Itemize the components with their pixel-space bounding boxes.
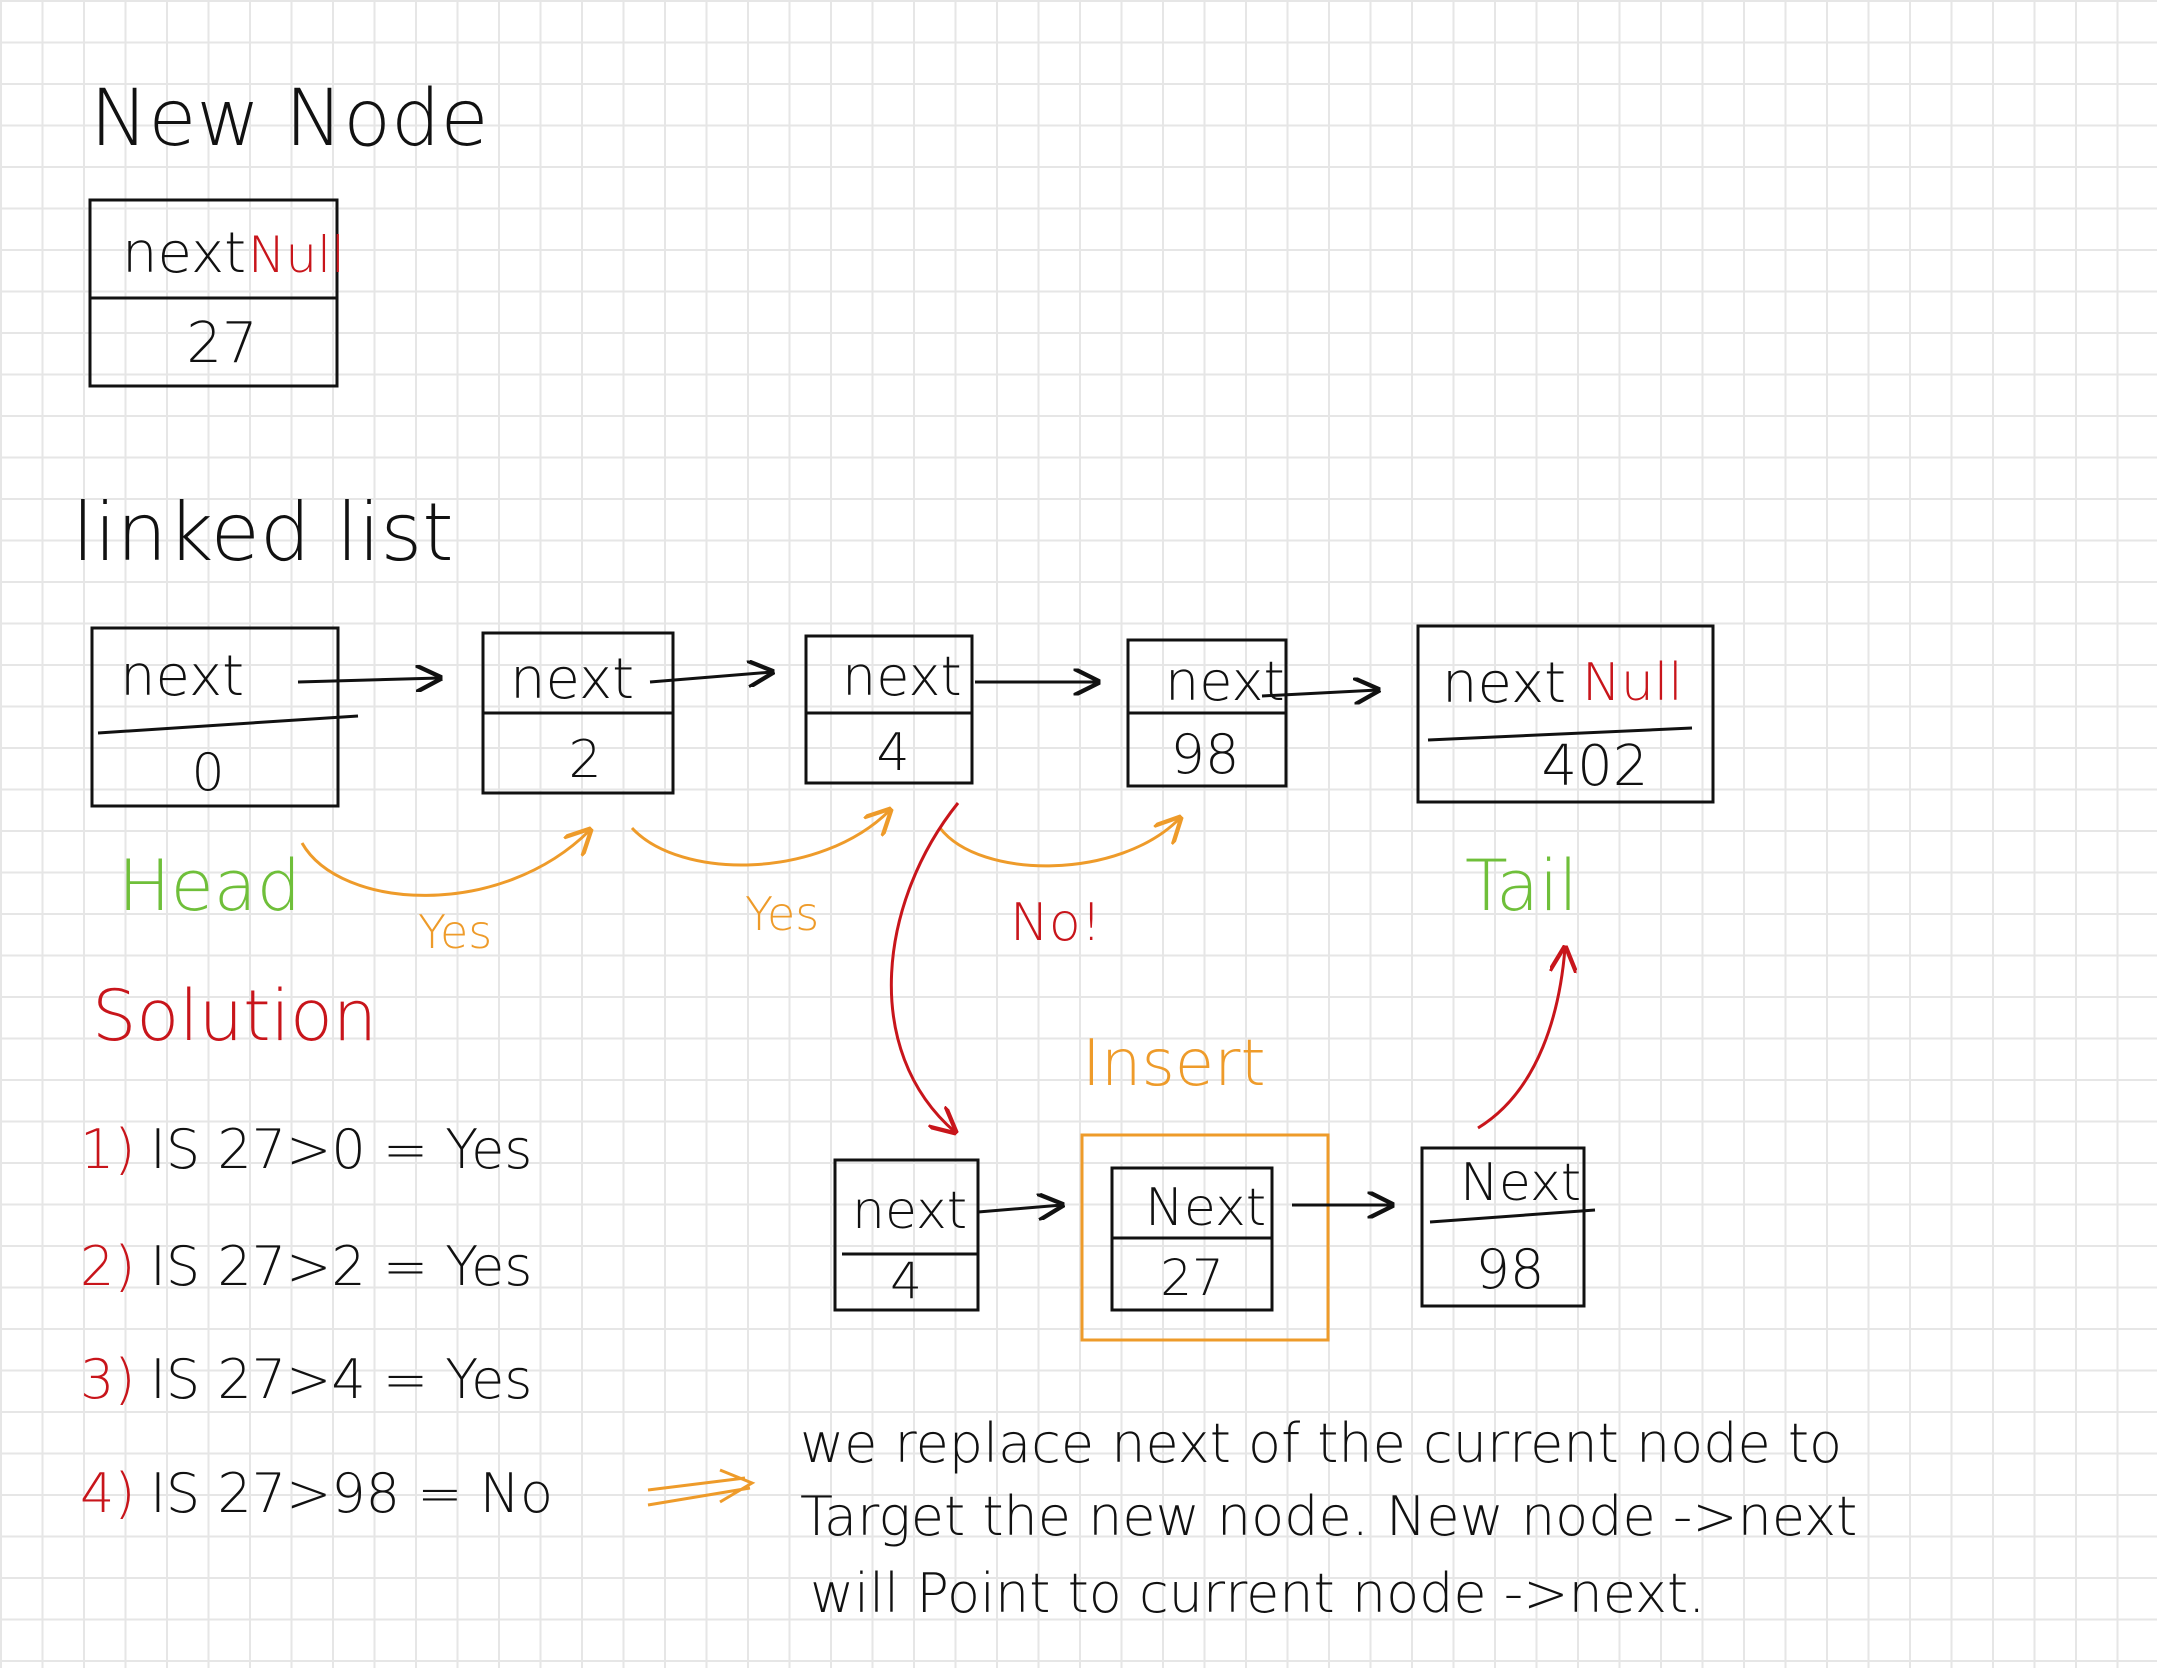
pointer-arrow: [649, 672, 772, 682]
list-node: next 98: [1126, 638, 1288, 788]
list-node-next-null: Null: [1582, 653, 1683, 713]
solution-title: Solution: [92, 975, 377, 1057]
explanation-line: we replace next of the current node to: [800, 1412, 1842, 1475]
step-text: IS 27>4 = Yes: [150, 1348, 532, 1411]
list-node-next-label: next: [120, 644, 244, 709]
list-node-next-label: next: [1165, 650, 1285, 713]
insert-up-arc: [1477, 948, 1565, 1130]
list-node-tail: next Null 402: [1416, 624, 1715, 804]
list-node-next-label: next: [842, 645, 962, 708]
step-number: 4): [80, 1462, 135, 1525]
insert-node-next-label: Next: [1460, 1153, 1581, 1213]
list-node-value: 98: [1171, 723, 1240, 786]
insert-node: next 4: [833, 1158, 980, 1312]
insert-node-value: 98: [1476, 1238, 1545, 1301]
new-node-next-label: next: [122, 221, 246, 286]
list-node-next-label: next: [1442, 651, 1566, 716]
insert-highlight-box: [1080, 1133, 1330, 1342]
explanation-line: will Point to current node ->next.: [810, 1562, 1705, 1625]
new-node-next-null: Null: [248, 226, 345, 284]
insert-node: Next 98: [1420, 1146, 1596, 1308]
new-node-title: New Node: [90, 74, 489, 164]
check-arc: [300, 830, 590, 897]
check-label-no: No!: [1010, 893, 1102, 953]
insert-node-value: 27: [1160, 1249, 1224, 1307]
check-arc: [630, 810, 890, 867]
pointer-arrow: [1261, 690, 1378, 696]
check-arc: [938, 818, 1180, 868]
insert-label: Insert: [1082, 1027, 1266, 1101]
step-text: IS 27>98 = No: [150, 1462, 553, 1525]
check-label: Yes: [418, 905, 492, 959]
new-node-box: next Null 27: [88, 198, 345, 388]
step-number: 3): [80, 1348, 135, 1411]
tail-label: Tail: [1465, 845, 1578, 927]
pointer-arrow: [977, 1205, 1062, 1212]
solution-steps: 1) IS 27>0 = Yes 2) IS 27>2 = Yes 3) IS …: [80, 1118, 553, 1525]
explanation-line: Target the new node. New node ->next: [800, 1485, 1857, 1548]
list-node-value: 2: [568, 730, 601, 790]
pointer-arrow: [297, 678, 440, 682]
step-number: 2): [80, 1235, 135, 1298]
list-node-value: 0: [191, 743, 224, 803]
linked-list-title: linked list: [72, 486, 454, 579]
insert-node-next-label: next: [852, 1181, 967, 1241]
insert-down-arc: [889, 802, 958, 1132]
step-text: IS 27>0 = Yes: [150, 1118, 532, 1181]
list-node: next 0: [90, 626, 359, 808]
insert-node-value: 4: [890, 1252, 922, 1310]
implies-arrow: [647, 1468, 756, 1507]
check-label: Yes: [745, 887, 819, 941]
list-node-value: 402: [1542, 734, 1649, 799]
head-label: Head: [118, 845, 301, 927]
new-node-value: 27: [186, 311, 257, 376]
list-node-value: 4: [876, 723, 909, 783]
insert-node-next-label: Next: [1145, 1178, 1266, 1238]
insert-node-new: Next 27: [1110, 1166, 1274, 1312]
step-text: IS 27>2 = Yes: [150, 1235, 532, 1298]
list-node-next-label: next: [510, 647, 634, 712]
list-node: next 4: [804, 634, 974, 785]
list-node: next 2: [481, 631, 675, 795]
step-number: 1): [80, 1118, 135, 1181]
